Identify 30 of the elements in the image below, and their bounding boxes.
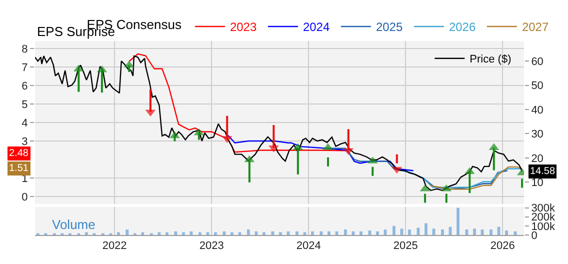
y-tick-label: 3 — [22, 136, 28, 148]
point — [170, 131, 180, 138]
legend-label: 2023 — [230, 20, 257, 34]
y2-tick-label: 50 — [531, 80, 544, 92]
y2-tick-label: 10 — [531, 177, 544, 190]
y2-tick-label: 30 — [531, 128, 544, 141]
y-tick-label: 7 — [22, 62, 28, 74]
y2-tick-label: 40 — [531, 104, 544, 116]
text: 14.58 — [530, 166, 556, 177]
y2-tick-label: 60 — [531, 56, 544, 68]
y-tick-label: 6 — [22, 80, 28, 92]
line-series — [35, 55, 523, 191]
x-tick-label: 2024 — [296, 240, 321, 252]
text: Volume — [52, 217, 96, 232]
legend-label: 2025 — [376, 20, 403, 34]
y-tick-label: 0 — [22, 191, 28, 204]
x-tick-label: 2025 — [393, 240, 418, 252]
legend-label: 2026 — [448, 20, 476, 34]
y2-tick-label: 20 — [531, 152, 544, 165]
y-tick-label: 8 — [22, 43, 28, 56]
text: 2.48 — [9, 148, 29, 159]
text: 1.51 — [9, 163, 29, 174]
x-tick-label: 2022 — [102, 240, 127, 252]
legend-label: Price ($) — [470, 54, 512, 66]
x-tick-label: 2026 — [490, 240, 515, 252]
y-tick-label: 4 — [22, 117, 28, 130]
legend-label: 2027 — [522, 20, 549, 34]
y-tick-label: 5 — [22, 98, 28, 111]
x-tick-label: 2023 — [199, 240, 224, 252]
legend-label: 2024 — [302, 20, 330, 34]
